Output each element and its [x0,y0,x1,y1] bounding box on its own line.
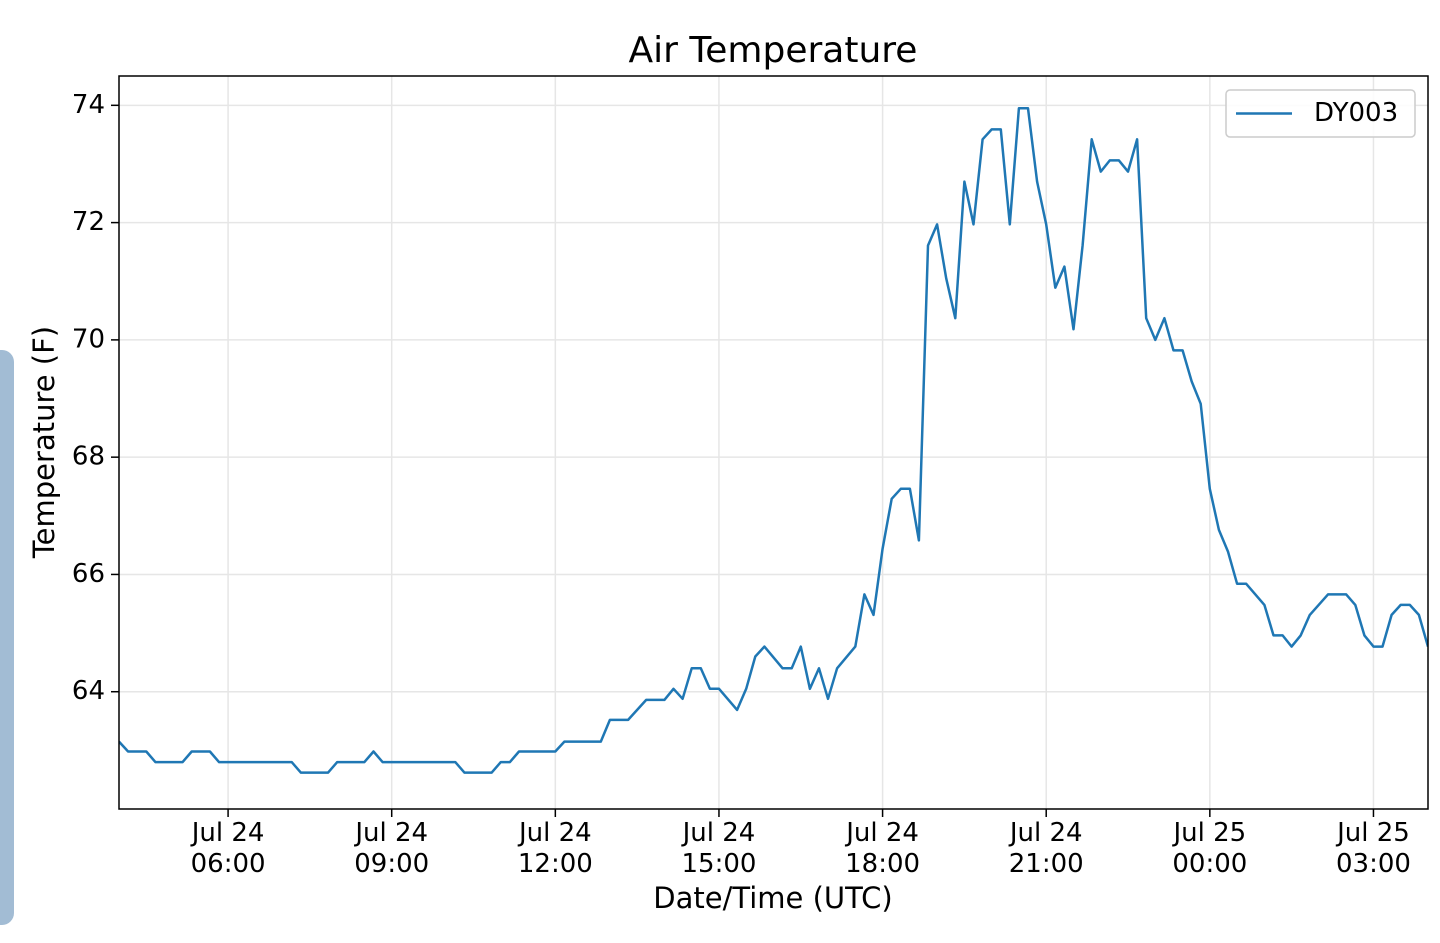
x-tick-label: Jul 24 21:00 [1008,818,1084,879]
chart-title: Air Temperature [629,30,918,71]
x-tick-label: Jul 24 06:00 [190,818,266,879]
data-line [119,107,1428,774]
plot-frame [118,75,1429,810]
x-tick-label: Jul 25 00:00 [1171,818,1247,879]
x-tick-label: Jul 24 12:00 [517,818,593,879]
x-tick-label: Jul 24 15:00 [681,818,757,879]
y-tick-label: 70 [72,324,105,354]
x-axis-label: Date/Time (UTC) [653,881,892,915]
side-panel [0,350,14,925]
y-tick-label: 68 [72,442,105,472]
legend-label: DY003 [1314,98,1398,128]
y-tick-label: 74 [72,90,105,120]
y-axis-label: Temperature (F) [27,326,61,559]
x-tick-label: Jul 25 03:00 [1335,818,1411,879]
y-tick-label: 64 [72,676,105,706]
x-tick-label: Jul 24 09:00 [353,818,429,879]
y-tick-label: 66 [72,559,105,589]
y-tick-label: 72 [72,207,105,237]
x-tick-label: Jul 24 18:00 [844,818,920,879]
legend-box [1225,89,1416,138]
